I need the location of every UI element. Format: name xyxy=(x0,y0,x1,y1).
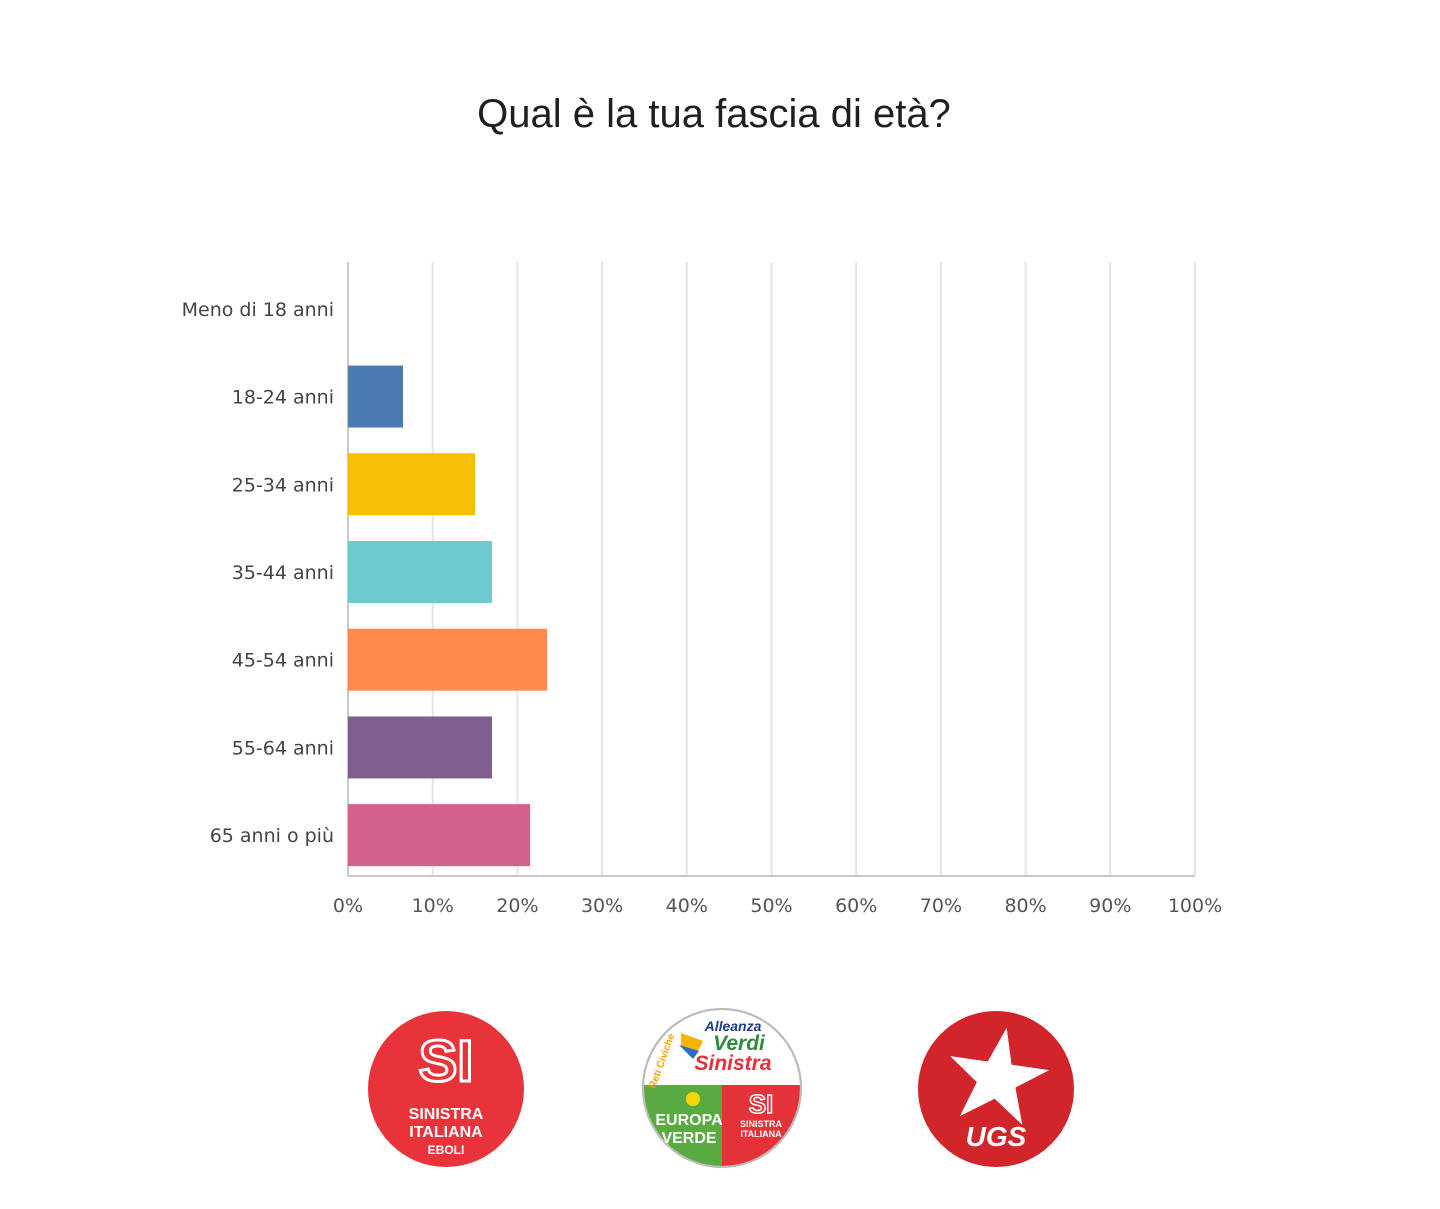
bar xyxy=(348,541,492,603)
verde-text: VERDE xyxy=(661,1130,716,1147)
alleanza-verdi-sinistra-logo: Alleanza Verdi Sinistra Reti Civiche EUR… xyxy=(642,1008,802,1168)
verdi-text: Verdi xyxy=(713,1032,766,1055)
sinistra-italiana-eboli-logo: SI SINISTRA ITALIANA EBOLI xyxy=(368,1011,524,1167)
bar xyxy=(348,804,531,867)
x-tick-label: 0% xyxy=(333,895,363,917)
logo-circle xyxy=(368,1011,524,1167)
x-tick-label: 20% xyxy=(496,895,538,917)
bar xyxy=(348,365,404,428)
x-tick-label: 30% xyxy=(581,895,623,917)
bar xyxy=(348,628,548,691)
category-label: 65 anni o più xyxy=(210,825,334,847)
logo-line-2: ITALIANA xyxy=(409,1124,483,1141)
category-label: 45-54 anni xyxy=(232,650,334,672)
bar xyxy=(348,716,492,779)
x-tick-label: 40% xyxy=(666,895,708,917)
x-tick-label: 70% xyxy=(920,895,962,917)
category-label: 35-44 anni xyxy=(232,562,334,584)
europa-text: EUROPA xyxy=(655,1112,723,1129)
bars xyxy=(348,365,548,867)
alleanza-text: Alleanza xyxy=(704,1018,762,1034)
category-label: 55-64 anni xyxy=(232,737,334,759)
logo-line-1: SINISTRA xyxy=(409,1106,484,1123)
x-tick-label: 10% xyxy=(412,895,454,917)
category-label: Meno di 18 anni xyxy=(182,299,334,321)
x-tick-labels: 0% 10% 20% 30% 40% 50% 60% 70% 80% 90% 100% xyxy=(333,895,1222,917)
x-tick-label: 100% xyxy=(1168,895,1222,917)
ugs-text: UGS xyxy=(966,1121,1027,1152)
x-tick-label: 90% xyxy=(1089,895,1131,917)
category-label: 18-24 anni xyxy=(232,387,334,409)
chart-title: Qual è la tua fascia di età? xyxy=(477,92,951,136)
category-label: 25-34 anni xyxy=(232,474,334,496)
sun-icon xyxy=(686,1092,700,1106)
logo-line-3: EBOLI xyxy=(428,1143,465,1157)
bar-chart: Meno di 18 anni 18-24 anni 25-34 anni 35-44… xyxy=(182,262,1222,917)
star-icon xyxy=(950,1027,1050,1125)
si-mark: SI xyxy=(749,1089,774,1119)
ugs-logo: UGS xyxy=(918,1011,1074,1167)
x-tick-label: 80% xyxy=(1004,895,1046,917)
si-mark: SI xyxy=(419,1029,474,1094)
sinistra-text: Sinistra xyxy=(694,1052,771,1075)
si-line-1: SINISTRA xyxy=(740,1119,783,1129)
si-line-2: ITALIANA xyxy=(740,1129,782,1139)
x-tick-label: 50% xyxy=(750,895,792,917)
bar xyxy=(348,453,476,516)
category-labels: Meno di 18 anni 18-24 anni 25-34 anni 35-44… xyxy=(182,299,334,847)
x-tick-label: 60% xyxy=(835,895,877,917)
